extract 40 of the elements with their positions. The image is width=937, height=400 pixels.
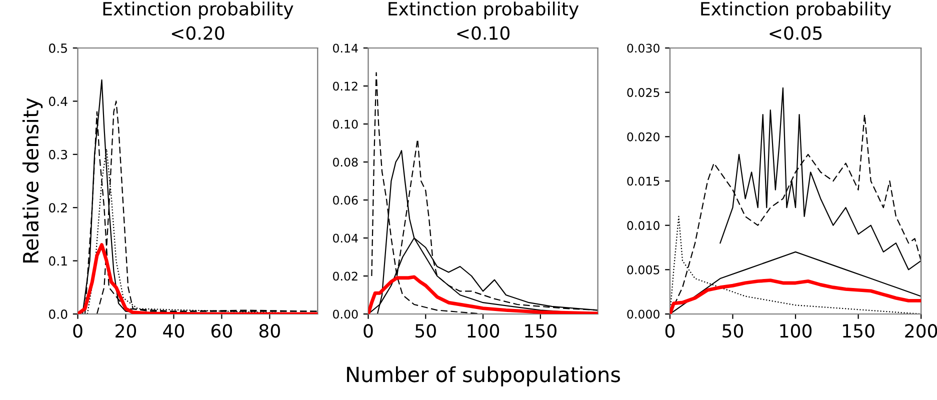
x-axis-title: Number of subpopulations	[347, 366, 620, 386]
x-tick-label: 100	[780, 324, 812, 338]
y-tick-label: 0.015	[627, 176, 660, 186]
y-tick-label: 0.030	[627, 44, 660, 53]
chart-title: Extinction probability <0.05	[701, 2, 892, 40]
y-tick-label: 0.04	[333, 234, 358, 243]
x-tick-label: 0	[364, 324, 373, 338]
y-tick-label: 0.5	[48, 43, 67, 53]
y-tick-label: 0.3	[48, 150, 68, 160]
y-tick-label: 0.14	[333, 44, 358, 53]
x-tick-label: 60	[211, 324, 232, 338]
y-tick-label: 0.2	[48, 203, 67, 213]
y-tick-label: 0.12	[333, 82, 358, 91]
x-tick-label: 150	[525, 324, 556, 338]
chart-title: Extinction probability <0.10	[388, 2, 579, 40]
y-tick-label: 0.00	[333, 310, 358, 319]
y-tick-label: 0.000	[627, 310, 660, 319]
y-tick-label: 0.0	[48, 309, 68, 319]
x-tick-label: 0	[73, 324, 82, 338]
x-tick-label: 100	[468, 324, 500, 338]
x-tick-label: 150	[843, 324, 874, 338]
x-tick-label: 50	[416, 324, 436, 338]
x-tick-label: 40	[163, 324, 184, 338]
y-tick-label: 0.010	[627, 221, 660, 230]
x-tick-label: 80	[259, 324, 280, 338]
y-tick-label: 0.1	[48, 256, 67, 266]
y-tick-label: 0.06	[333, 196, 358, 205]
y-tick-label: 0.020	[627, 132, 660, 142]
y-tick-label: 0.005	[627, 265, 660, 274]
y-tick-label: 0.02	[333, 272, 358, 281]
chart-title: Extinction probability <0.20	[103, 2, 294, 40]
y-tick-label: 0.025	[627, 88, 660, 97]
x-tick-label: 50	[722, 324, 744, 338]
x-tick-label: 200	[905, 324, 937, 338]
y-tick-label: 0.08	[333, 158, 358, 167]
x-tick-label: 20	[116, 324, 136, 338]
y-tick-label: 0.10	[333, 120, 358, 129]
x-tick-label: 0	[665, 324, 674, 338]
y-axis-title: Relative density	[22, 98, 43, 262]
y-tick-label: 0.4	[48, 96, 68, 106]
